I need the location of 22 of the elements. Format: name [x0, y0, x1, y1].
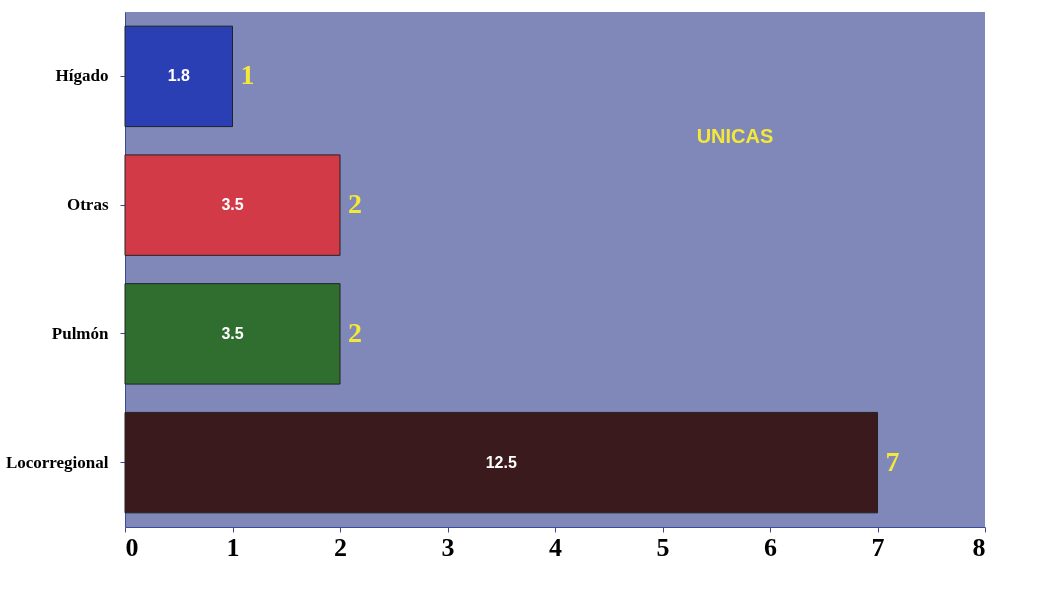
data-label: 2 — [348, 316, 362, 348]
y-tick-label: Locorregional — [5, 452, 109, 472]
x-tick-label: 0 — [125, 532, 139, 562]
x-tick-label: 2 — [334, 532, 347, 562]
x-tick-label: 1 — [226, 532, 240, 562]
annotation: 3.5 — [221, 324, 244, 342]
annotation: 1.8 — [167, 67, 190, 85]
y-tick-label: Hígado — [55, 66, 109, 86]
x-tick-label: 5 — [656, 532, 670, 562]
x-tick-label: 3 — [441, 532, 455, 562]
x-tick-label: 6 — [764, 532, 777, 562]
data-label: 1 — [240, 59, 255, 91]
x-tick-label: 7 — [871, 532, 885, 562]
data-label: 2 — [348, 188, 362, 220]
annotation: UNICAS — [696, 125, 774, 147]
y-tick-label: Pulmón — [51, 323, 110, 343]
x-tick-label: 8 — [972, 532, 986, 562]
annotation: 3.5 — [221, 196, 244, 214]
data-label: 7 — [885, 445, 900, 477]
y-tick-label: Otras — [66, 195, 109, 215]
annotation: 12.5 — [485, 453, 517, 471]
x-tick-label: 4 — [549, 532, 562, 562]
